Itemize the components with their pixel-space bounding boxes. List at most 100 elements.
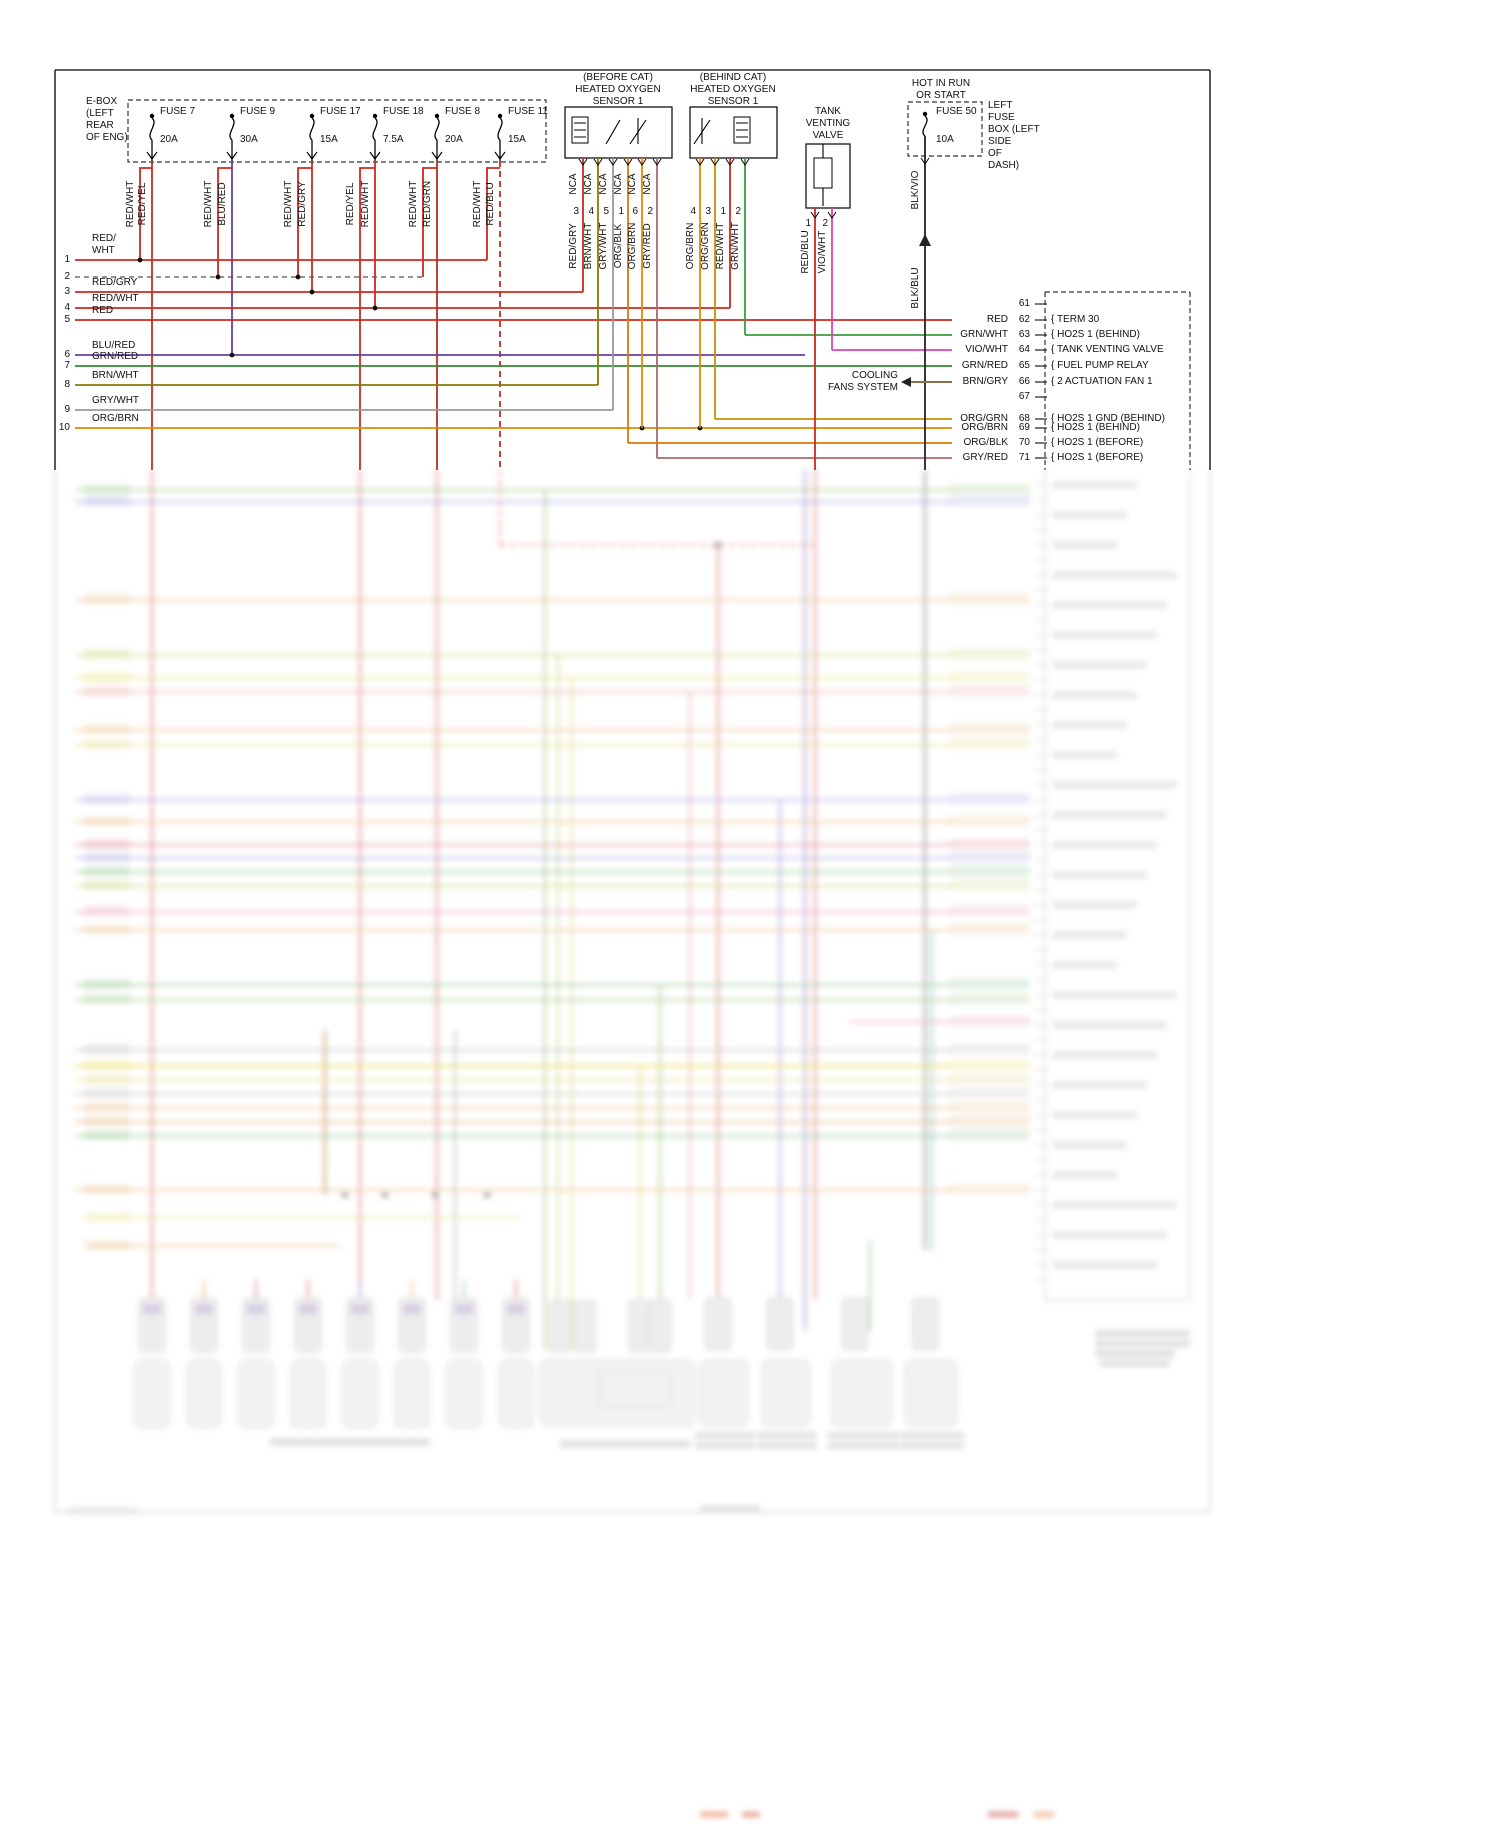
schematic-text-layer: E-BOX (LEFT REAR OF ENG) (BEFORE CAT) HE… [0, 0, 1500, 470]
terminal-wire-color-label: ORG/BRN [961, 422, 1008, 433]
terminal-wire-color-label: BRN/GRY [962, 376, 1008, 387]
nca-label: NCA [583, 173, 594, 195]
valve-pin-number: 2 [822, 218, 828, 229]
terminal-function-label: TERM 30 [1051, 314, 1187, 326]
terminal-wire-color-label: ORG/BLK [963, 437, 1008, 448]
fuse-amp: 7.5A [383, 134, 404, 145]
left-pin-number: 5 [64, 314, 70, 325]
valve-wire-color-label: RED/BLU [800, 230, 811, 274]
fuse-wire-color-label: RED/YEL [345, 182, 356, 226]
fuse-wire-color-label: RED/WHT [408, 180, 419, 228]
left-row-wire-label: RED [92, 305, 114, 316]
terminal-function-label: TANK VENTING VALVE [1051, 344, 1187, 356]
left-pin-number: 1 [64, 254, 70, 265]
valve-pin-number: 1 [805, 218, 811, 229]
sensor-pin-number: 3 [573, 206, 579, 217]
left-row-wire-label: RED/ WHT [92, 233, 116, 256]
fuse-name: FUSE 11 [508, 106, 548, 117]
fuse-amp: 20A [160, 134, 178, 145]
terminal-number: 69 [1018, 422, 1030, 433]
terminal-wire-color-label: ORG/GRN [960, 413, 1008, 424]
terminal-wire-color-label: GRY/RED [962, 452, 1008, 463]
fuse-wire-color-label: RED/BLU [485, 182, 496, 226]
sensor-wire-color-label: ORG/GRN [700, 222, 711, 270]
tank-venting-valve-title: TANK VENTING VALVE [805, 106, 851, 141]
sensor-wire-color-label: BRN/WHT [583, 222, 594, 270]
left-row-wire-label: ORG/BRN [92, 413, 139, 424]
left-row-wire-label: BRN/WHT [92, 370, 139, 381]
sensor-pin-number: 3 [705, 206, 711, 217]
sensor-pin-number: 4 [690, 206, 696, 217]
left-row-wire-label: RED/GRY [92, 277, 138, 288]
fuse-wire-color-label: RED/WHT [472, 180, 483, 228]
valve-wire-color-label: VIO/WHT [817, 230, 828, 274]
fuse-wire-color-label: RED/YEL [137, 182, 148, 226]
left-row-wire-label: GRN/RED [92, 351, 139, 362]
terminal-wire-color-label: GRN/WHT [960, 329, 1008, 340]
sensor-pin-number: 2 [647, 206, 653, 217]
left-row-wire-label: RED/WHT [92, 293, 139, 304]
left-pin-number: 4 [64, 302, 70, 313]
sensor-wire-color-label: ORG/BLK [613, 223, 624, 269]
fuse-wire-color-label: BLU/RED [217, 182, 228, 226]
sensor-wire-color-label: ORG/BRN [685, 222, 696, 270]
fuse-wire-color-label: RED/WHT [203, 180, 214, 228]
fuse-name: FUSE 8 [445, 106, 481, 117]
fuse-amp: 20A [445, 134, 463, 145]
terminal-number: 65 [1018, 360, 1030, 371]
nca-label: NCA [642, 173, 653, 195]
terminal-wire-color-label: VIO/WHT [965, 344, 1008, 355]
terminal-number: 61 [1018, 298, 1030, 309]
fuse-name: FUSE 9 [240, 106, 276, 117]
fuse-name: FUSE 18 [383, 106, 424, 117]
fuse-wire-color-label: RED/GRY [297, 181, 308, 227]
sensor-pin-number: 2 [735, 206, 741, 217]
blurred-schematic [54, 470, 1211, 1817]
sensor-pin-number: 5 [603, 206, 609, 217]
hot-in-run-header: HOT IN RUN OR START [911, 78, 971, 101]
sensor-wire-color-label: RED/GRY [568, 223, 579, 269]
left-fuse-box-label: LEFT FUSE BOX (LEFT SIDE OF DASH) [988, 100, 1040, 171]
fuse50-wire-color-label: BLK/BLU [910, 267, 921, 309]
terminal-function-label: HO2S 1 (BEHIND) [1051, 329, 1187, 341]
fuse-amp: 15A [320, 134, 338, 145]
terminal-number: 70 [1018, 437, 1030, 448]
left-pin-number: 3 [64, 286, 70, 297]
sensor-wire-color-label: GRN/WHT [730, 222, 741, 270]
terminal-number: 63 [1018, 329, 1030, 340]
terminal-number: 64 [1018, 344, 1030, 355]
terminal-function-label: HO2S 1 (BEHIND) [1051, 422, 1187, 434]
terminal-function-label: FUEL PUMP RELAY [1051, 360, 1187, 372]
fuse-wire-color-label: RED/GRN [422, 180, 433, 228]
e-box-label: E-BOX (LEFT REAR OF ENG) [86, 96, 128, 143]
fuse50-name: FUSE 50 [936, 106, 977, 117]
sensor-pin-number: 1 [720, 206, 726, 217]
nca-label: NCA [568, 173, 579, 195]
terminal-function-label: 2 ACTUATION FAN 1 [1051, 376, 1187, 388]
cooling-fans-label: COOLING FANS SYSTEM [827, 370, 898, 393]
terminal-function-label: HO2S 1 GND (BEHIND) [1051, 413, 1187, 425]
fuse-name: FUSE 17 [320, 106, 361, 117]
before-cat-sensor-title: (BEFORE CAT) HEATED OXYGEN SENSOR 1 [575, 72, 661, 107]
terminal-function-label: HO2S 1 (BEFORE) [1051, 452, 1187, 464]
fuse-wire-color-label: RED/WHT [360, 180, 371, 228]
fuse50-wire-color-label: BLK/VIO [910, 170, 921, 210]
terminal-wire-color-label: GRN/RED [961, 360, 1008, 371]
sensor-wire-color-label: GRY/WHT [598, 222, 609, 270]
fuse-wire-color-label: RED/WHT [283, 180, 294, 228]
nca-label: NCA [598, 173, 609, 195]
left-pin-number: 2 [64, 271, 70, 282]
behind-cat-sensor-title: (BEHIND CAT) HEATED OXYGEN SENSOR 1 [690, 72, 776, 107]
fuse-amp: 30A [240, 134, 258, 145]
nca-label: NCA [613, 173, 624, 195]
nca-label: NCA [627, 173, 638, 195]
left-pin-number: 9 [64, 404, 70, 415]
terminal-number: 66 [1018, 376, 1030, 387]
left-row-wire-label: BLU/RED [92, 340, 136, 351]
terminal-number: 71 [1018, 452, 1030, 463]
left-pin-number: 10 [58, 422, 70, 433]
fuse-amp: 15A [508, 134, 526, 145]
left-pin-number: 6 [64, 349, 70, 360]
fuse50-amp: 10A [936, 134, 954, 145]
